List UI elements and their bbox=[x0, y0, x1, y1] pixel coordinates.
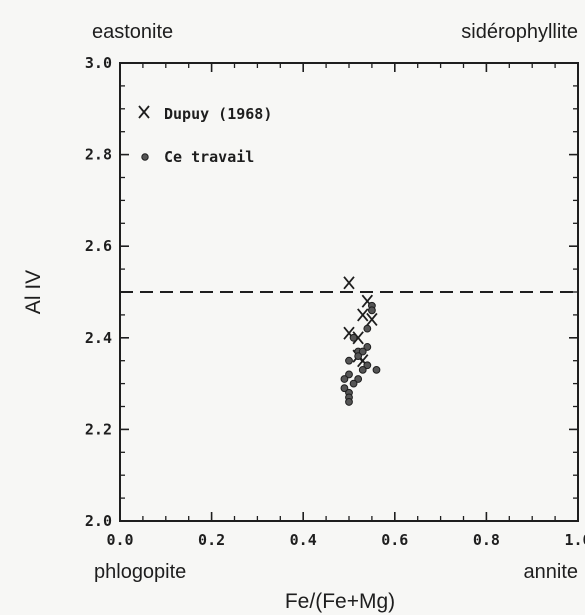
x-axis-title: Fe/(Fe+Mg) bbox=[285, 590, 395, 613]
x-tick-label: 0.2 bbox=[198, 531, 225, 549]
legend-marker-ce-travail bbox=[141, 153, 149, 161]
y-tick-label: 2.6 bbox=[85, 237, 112, 255]
point-dupuy-1968 bbox=[352, 331, 364, 345]
point-ce-travail bbox=[345, 398, 353, 406]
y-tick-label: 2.0 bbox=[85, 512, 112, 530]
x-tick-label: 0.8 bbox=[473, 531, 500, 549]
point-ce-travail bbox=[349, 333, 358, 342]
corner-label-phlogopite: phlogopite bbox=[94, 561, 186, 583]
y-tick-label: 2.8 bbox=[85, 146, 112, 164]
point-ce-travail bbox=[340, 384, 349, 393]
point-ce-travail bbox=[354, 352, 363, 361]
y-tick-label: 2.2 bbox=[85, 420, 112, 438]
legend-label-dupuy: Dupuy (1968) bbox=[164, 105, 272, 123]
x-tick-label: 0.4 bbox=[290, 531, 317, 549]
point-ce-travail bbox=[349, 379, 358, 388]
point-dupuy-1968 bbox=[366, 312, 378, 327]
point-ce-travail bbox=[345, 370, 353, 379]
corner-label-eastonite: eastonite bbox=[92, 21, 173, 43]
legend-label-ce-travail: Ce travail bbox=[164, 148, 254, 166]
point-ce-travail bbox=[372, 365, 381, 374]
point-ce-travail bbox=[363, 343, 372, 351]
corner-label-siderophyllite: sidérophyllite bbox=[461, 21, 578, 43]
point-ce-travail bbox=[340, 375, 349, 383]
point-dupuy-1968 bbox=[357, 308, 369, 322]
legend: Dupuy (1968) Ce travail bbox=[138, 105, 272, 166]
y-axis-title: Al IV bbox=[22, 270, 45, 314]
x-tick-label: 0.6 bbox=[381, 531, 408, 549]
point-ce-travail bbox=[345, 356, 353, 365]
point-ce-travail bbox=[354, 375, 363, 383]
y-tick-label: 3.0 bbox=[85, 54, 112, 72]
y-tick-labels: 2.0 2.2 2.4 2.6 2.8 3.0 bbox=[85, 54, 112, 530]
point-ce-travail bbox=[358, 365, 367, 374]
y-tick-label: 2.4 bbox=[85, 329, 112, 347]
point-ce-travail bbox=[358, 347, 367, 356]
point-ce-travail bbox=[363, 361, 372, 370]
x-tick-labels: 0.0 0.2 0.4 0.6 0.8 1.0 bbox=[106, 531, 585, 549]
x-tick-label: 1.0 bbox=[564, 531, 585, 549]
x-tick-label: 0.0 bbox=[106, 531, 133, 549]
corner-label-annite: annite bbox=[524, 561, 579, 583]
legend-marker-dupuy bbox=[138, 105, 150, 119]
point-dupuy-1968 bbox=[343, 276, 355, 290]
point-ce-travail bbox=[363, 324, 372, 333]
data-points bbox=[340, 276, 381, 406]
point-ce-travail bbox=[368, 306, 376, 315]
axis-ticks bbox=[119, 62, 579, 522]
